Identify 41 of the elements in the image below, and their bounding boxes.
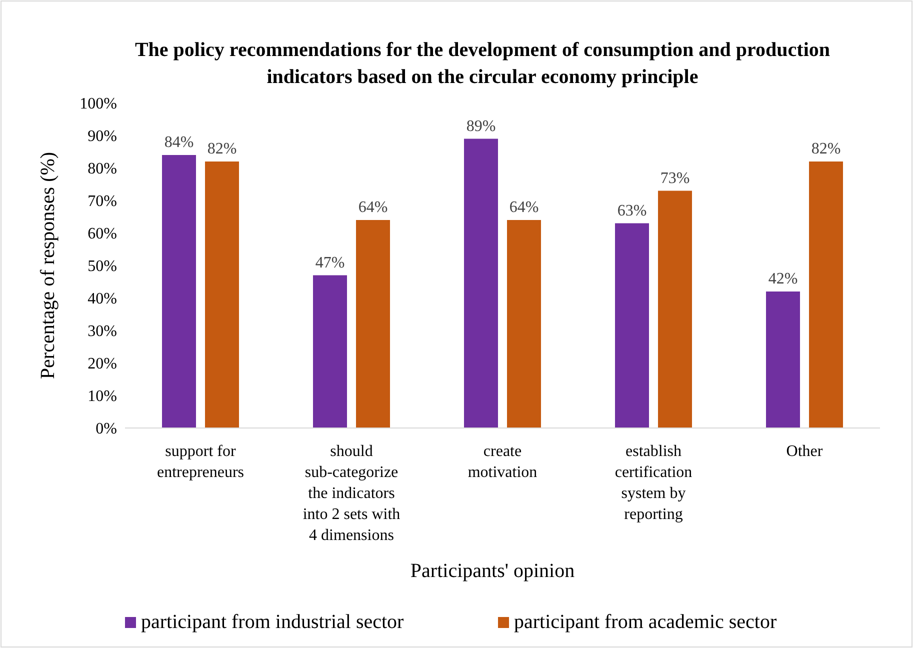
data-label: 84% — [164, 134, 194, 151]
data-label: 82% — [811, 140, 841, 158]
data-label: 63% — [617, 202, 647, 220]
bar — [464, 138, 498, 428]
y-axis-title: Percentage of responses (%) — [37, 152, 59, 380]
x-tick-label: Other — [786, 443, 824, 460]
data-label: 47% — [315, 254, 345, 272]
x-tick-label: create motivation — [468, 443, 538, 481]
bar — [507, 220, 541, 428]
bar — [809, 162, 843, 428]
y-tick-label: 20% — [88, 356, 117, 373]
y-tick-label: 10% — [88, 388, 117, 406]
bar — [162, 155, 196, 428]
data-label: 73% — [660, 170, 690, 187]
bar — [313, 275, 347, 428]
chart-title: The policy recommendations for the development of consumption and production indicators based on the circular economy principle — [134, 39, 830, 88]
y-tick-label: 50% — [88, 258, 117, 276]
data-label: 64% — [358, 199, 388, 216]
y-tick-label: 80% — [88, 160, 117, 178]
x-axis-title: Participants' opinion — [410, 560, 575, 582]
bar — [356, 220, 390, 428]
bar — [658, 190, 692, 428]
y-tick-label: 90% — [88, 128, 117, 146]
data-label: 89% — [466, 118, 496, 135]
bar — [615, 223, 649, 428]
data-label: 42% — [768, 270, 798, 288]
bar — [205, 162, 239, 428]
data-label: 82% — [207, 140, 237, 158]
x-tick-label: establish certification system by reporting — [614, 443, 692, 523]
y-tick-label: 0% — [96, 420, 117, 438]
legend-label: participant from industrial sector — [141, 611, 404, 633]
bar — [766, 292, 800, 428]
y-tick-label: 30% — [88, 323, 117, 340]
x-tick-label: should sub-categorize the indicators into 2 sets with 4 dimensions — [302, 443, 400, 544]
legend-label: participant from academic sector — [514, 611, 777, 633]
x-tick-label: support for entrepreneurs — [156, 443, 244, 481]
y-tick-label: 100% — [80, 96, 117, 113]
y-tick-label: 40% — [88, 290, 117, 308]
data-label: 64% — [509, 199, 539, 216]
y-tick-label: 60% — [88, 226, 117, 243]
y-tick-label: 70% — [88, 193, 117, 210]
